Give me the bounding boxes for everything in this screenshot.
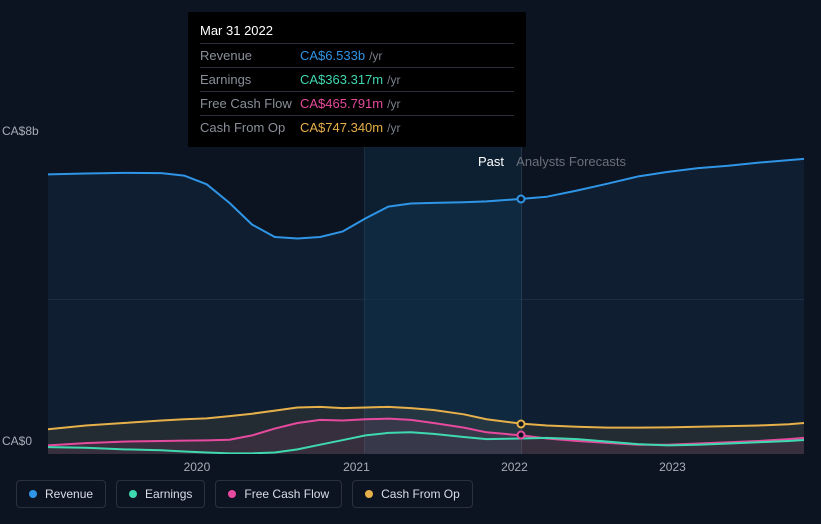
legend-item[interactable]: Earnings: [116, 480, 205, 508]
chart-marker: [517, 431, 526, 440]
tooltip-row-value: CA$747.340m: [300, 120, 383, 135]
tooltip-row-unit: /yr: [369, 49, 382, 63]
chart-marker: [517, 419, 526, 428]
xaxis-label: 2023: [652, 460, 692, 474]
tooltip-row-unit: /yr: [387, 97, 400, 111]
tooltip-row-unit: /yr: [387, 121, 400, 135]
xaxis-label: 2022: [494, 460, 534, 474]
tooltip-row-label: Earnings: [200, 72, 300, 87]
past-label: Past: [478, 154, 504, 169]
tooltip-row: Free Cash FlowCA$465.791m/yr: [200, 91, 514, 115]
tooltip-row-label: Free Cash Flow: [200, 96, 300, 111]
tooltip-row: EarningsCA$363.317m/yr: [200, 67, 514, 91]
legend-item[interactable]: Revenue: [16, 480, 106, 508]
yaxis-bottom-label: CA$0: [2, 434, 32, 448]
legend-dot: [129, 490, 137, 498]
legend-item[interactable]: Free Cash Flow: [215, 480, 342, 508]
chart-legend: Revenue Earnings Free Cash Flow Cash From O…: [16, 480, 473, 508]
legend-label: Free Cash Flow: [244, 487, 329, 501]
legend-dot: [228, 490, 236, 498]
forecast-label: Analysts Forecasts: [516, 154, 626, 169]
tooltip-row-label: Revenue: [200, 48, 300, 63]
chart-svg: [48, 144, 804, 454]
tooltip-row-label: Cash From Op: [200, 120, 300, 135]
legend-item[interactable]: Cash From Op: [352, 480, 473, 508]
financials-chart: Mar 31 2022 RevenueCA$6.533b/yrEarningsC…: [16, 12, 821, 512]
yaxis-top-label: CA$8b: [2, 124, 32, 138]
legend-label: Revenue: [45, 487, 93, 501]
xaxis-label: 2020: [177, 460, 217, 474]
tooltip-rows: RevenueCA$6.533b/yrEarningsCA$363.317m/y…: [200, 43, 514, 139]
tooltip-row-unit: /yr: [387, 73, 400, 87]
chart-plot-area[interactable]: Past Analysts Forecasts: [48, 144, 804, 454]
legend-dot: [29, 490, 37, 498]
chart-marker: [517, 194, 526, 203]
tooltip-row-value: CA$6.533b: [300, 48, 365, 63]
xaxis-label: 2021: [336, 460, 376, 474]
tooltip-row-value: CA$363.317m: [300, 72, 383, 87]
tooltip-row-value: CA$465.791m: [300, 96, 383, 111]
chart-tooltip: Mar 31 2022 RevenueCA$6.533b/yrEarningsC…: [188, 12, 526, 147]
tooltip-row: Cash From OpCA$747.340m/yr: [200, 115, 514, 139]
legend-label: Cash From Op: [381, 487, 460, 501]
legend-label: Earnings: [145, 487, 192, 501]
tooltip-date: Mar 31 2022: [200, 20, 514, 43]
legend-dot: [365, 490, 373, 498]
tooltip-row: RevenueCA$6.533b/yr: [200, 43, 514, 67]
